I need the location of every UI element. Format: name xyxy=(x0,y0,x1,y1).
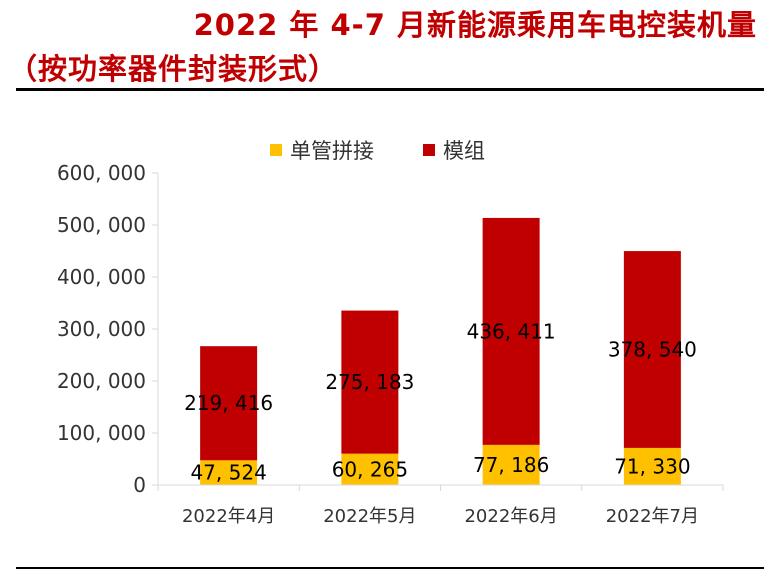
bar-segment xyxy=(482,217,540,445)
y-tick-label: 0 xyxy=(133,473,146,497)
y-tick-label: 400, 000 xyxy=(57,265,146,289)
data-label: 77, 186 xyxy=(473,453,549,477)
bar-segment xyxy=(623,447,681,485)
bar-segment xyxy=(341,310,399,454)
bar-segment xyxy=(200,346,258,461)
legend-swatch xyxy=(270,144,282,156)
bar-segment xyxy=(482,444,540,485)
chart-title-line2: （按功率器件封装形式） xyxy=(8,52,339,86)
x-axis: 2022年4月 2022年5月 2022年6月 2022年7月 xyxy=(157,484,724,527)
data-label: 60, 265 xyxy=(332,457,408,481)
y-tick-label: 200, 000 xyxy=(57,369,146,393)
y-axis: 0 100, 000 200, 000 300, 000 400, 000 500, 00… xyxy=(57,161,159,497)
bar-segment xyxy=(341,453,399,485)
bar-segment xyxy=(623,251,681,448)
data-label: 436, 411 xyxy=(467,319,556,343)
data-label: 71, 330 xyxy=(614,454,690,478)
data-label: 275, 183 xyxy=(325,370,414,394)
data-label: 47, 524 xyxy=(190,461,266,485)
x-tick-label: 2022年4月 xyxy=(182,506,275,527)
x-tick-label: 2022年6月 xyxy=(464,506,557,527)
chart-legend: 单管拼接 模组 xyxy=(270,139,485,163)
bars-group: 47, 524 219, 416 60, 265 275, 183 77, 186 436… xyxy=(184,217,697,485)
top-divider xyxy=(16,88,764,91)
legend-label: 模组 xyxy=(443,139,485,163)
data-label: 219, 416 xyxy=(184,391,273,415)
bar-segment xyxy=(200,460,258,485)
x-tick-label: 2022年5月 xyxy=(323,506,416,527)
legend-swatch xyxy=(423,144,435,156)
y-tick-label: 100, 000 xyxy=(57,421,146,445)
y-tick-label: 600, 000 xyxy=(57,161,146,185)
x-tick-label: 2022年7月 xyxy=(606,506,699,527)
y-tick-label: 500, 000 xyxy=(57,213,146,237)
legend-label: 单管拼接 xyxy=(290,139,374,163)
bottom-divider xyxy=(16,567,764,569)
data-label: 378, 540 xyxy=(608,337,697,361)
y-tick-label: 300, 000 xyxy=(57,317,146,341)
chart-title-line1: 2022 年 4-7 月新能源乘用车电控装机量 xyxy=(193,8,757,42)
